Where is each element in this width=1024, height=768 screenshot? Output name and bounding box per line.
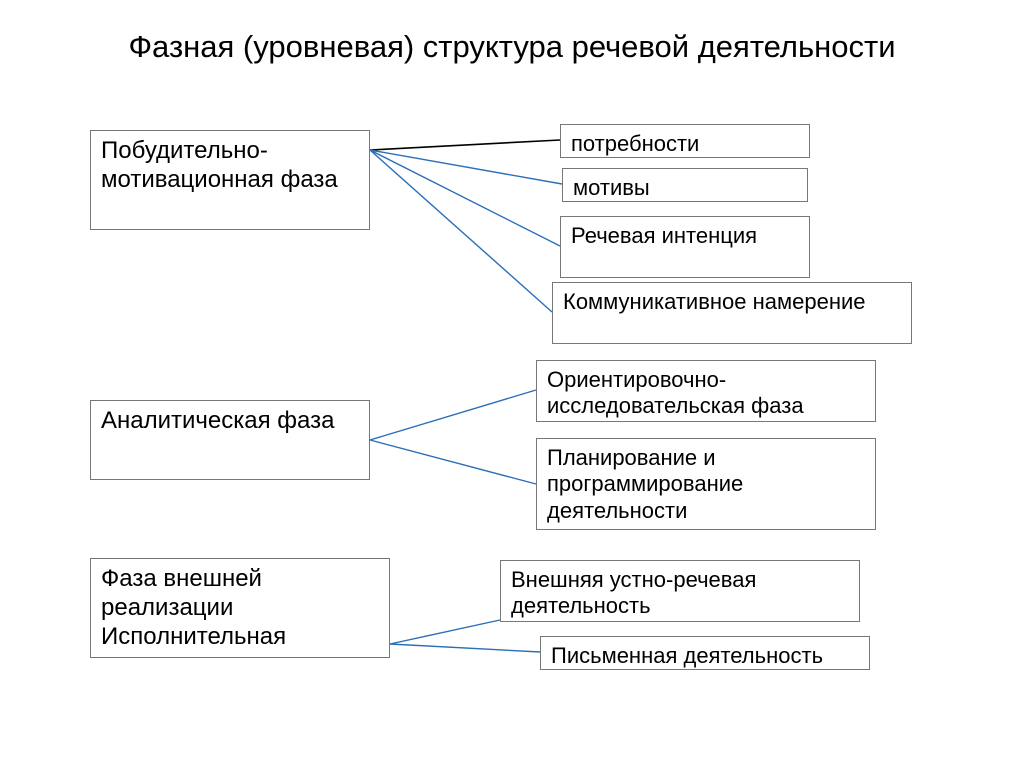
phase-label: Аналитическая фаза <box>101 407 334 434</box>
child-box-written: Письменная деятельность <box>540 636 870 670</box>
diagram-canvas: Фазная (уровневая) структура речевой дея… <box>0 0 1024 768</box>
child-box-needs: потребности <box>560 124 810 158</box>
connector-line <box>390 644 540 652</box>
connector-line <box>370 140 560 150</box>
connector-line <box>370 150 552 312</box>
diagram-title: Фазная (уровневая) структура речевой дея… <box>0 28 1024 65</box>
connector-line <box>370 150 562 184</box>
connector-line <box>370 390 536 440</box>
phase-box-motivational: Побудительно-мотивационная фаза <box>90 130 370 230</box>
child-label: Планирование и программирование деятельн… <box>547 445 743 523</box>
phase-box-analytical: Аналитическая фаза <box>90 400 370 480</box>
phase-label: Фаза внешней реализации Исполнительная <box>101 565 286 650</box>
child-label: Речевая интенция <box>571 223 757 248</box>
child-box-oral: Внешняя устно-речевая деятельность <box>500 560 860 622</box>
child-box-communicative: Коммуникативное намерение <box>552 282 912 344</box>
child-label: Ориентировочно-исследовательская фаза <box>547 367 804 418</box>
child-box-motives: мотивы <box>562 168 808 202</box>
child-label: Письменная деятельность <box>551 643 823 668</box>
phase-box-execution: Фаза внешней реализации Исполнительная <box>90 558 390 658</box>
child-box-planning: Планирование и программирование деятельн… <box>536 438 876 530</box>
connector-line <box>370 440 536 484</box>
child-box-orientation: Ориентировочно-исследовательская фаза <box>536 360 876 422</box>
connector-line <box>390 620 500 644</box>
child-label: Внешняя устно-речевая деятельность <box>511 567 756 618</box>
child-label: мотивы <box>573 175 650 200</box>
child-box-intention: Речевая интенция <box>560 216 810 278</box>
connector-line <box>370 150 560 246</box>
phase-label: Побудительно-мотивационная фаза <box>101 137 338 193</box>
child-label: потребности <box>571 131 699 156</box>
child-label: Коммуникативное намерение <box>563 289 866 314</box>
